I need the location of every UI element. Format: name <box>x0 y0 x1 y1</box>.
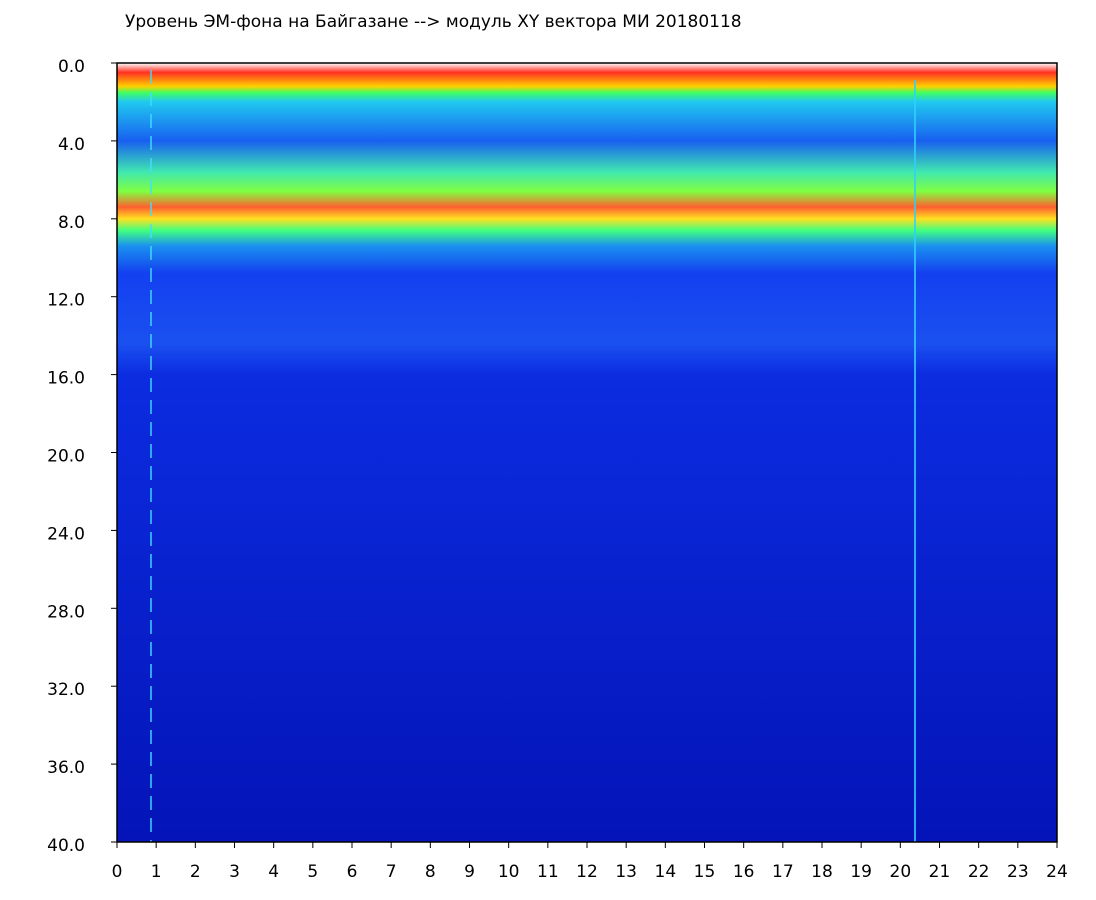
x-tick-label: 6 <box>347 862 358 882</box>
x-tick-label: 15 <box>694 862 716 882</box>
x-tick-label: 10 <box>498 862 520 882</box>
x-tick-label: 22 <box>968 862 990 882</box>
chart-title: Уровень ЭМ-фона на Байгазане --> модуль … <box>125 12 742 32</box>
y-tick-label: 32.0 <box>47 680 85 700</box>
x-tick-label: 17 <box>772 862 794 882</box>
x-tick-label: 9 <box>464 862 475 882</box>
x-tick-label: 8 <box>425 862 436 882</box>
x-tick-label: 4 <box>268 862 279 882</box>
x-tick-label: 3 <box>229 862 240 882</box>
x-tick-label: 19 <box>850 862 872 882</box>
x-tick-label: 11 <box>537 862 559 882</box>
x-tick-label: 14 <box>655 862 677 882</box>
x-tick-label: 20 <box>890 862 912 882</box>
y-tick-label: 8.0 <box>58 213 85 233</box>
x-tick-label: 0 <box>112 862 123 882</box>
y-tick-label: 20.0 <box>47 447 85 467</box>
y-tick-label: 24.0 <box>47 524 85 544</box>
y-tick-label: 28.0 <box>47 602 85 622</box>
spectrogram-field <box>117 63 1057 842</box>
x-tick-label: 23 <box>1007 862 1029 882</box>
y-tick-label: 4.0 <box>58 135 85 155</box>
x-tick-label: 18 <box>811 862 833 882</box>
x-tick-label: 24 <box>1046 862 1068 882</box>
y-tick-label: 16.0 <box>47 369 85 389</box>
x-tick-label: 21 <box>929 862 951 882</box>
x-tick-label: 2 <box>190 862 201 882</box>
x-tick-label: 13 <box>615 862 637 882</box>
y-tick-label: 36.0 <box>47 758 85 778</box>
y-tick-label: 40.0 <box>47 836 85 856</box>
y-tick-label: 12.0 <box>47 291 85 311</box>
x-tick-label: 5 <box>307 862 318 882</box>
x-tick-label: 7 <box>386 862 397 882</box>
y-tick-label: 0.0 <box>58 57 85 77</box>
x-tick-label: 12 <box>576 862 598 882</box>
x-tick-label: 16 <box>733 862 755 882</box>
x-tick-label: 1 <box>151 862 162 882</box>
